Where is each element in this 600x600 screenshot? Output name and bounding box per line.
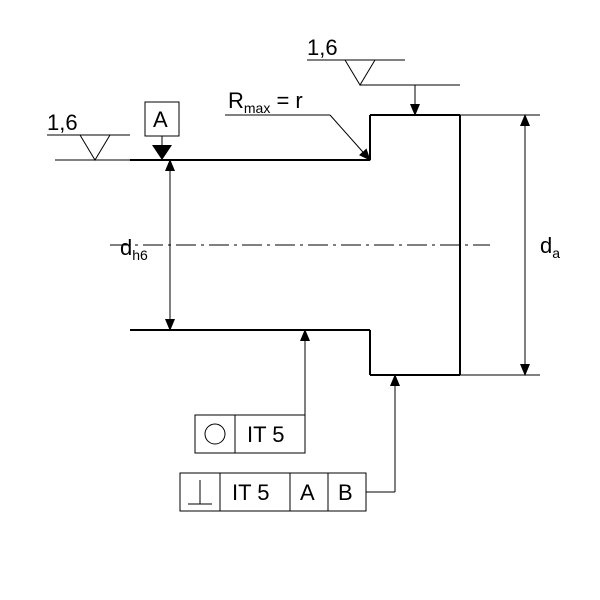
svg-text:IT 5: IT 5 bbox=[247, 422, 285, 447]
svg-text:1,6: 1,6 bbox=[307, 35, 338, 60]
svg-text:A: A bbox=[300, 480, 315, 505]
surface-finish-2: 1,6 bbox=[307, 35, 405, 85]
svg-text:1,6: 1,6 bbox=[47, 110, 78, 135]
fcf-perpendicularity: IT 5 A B bbox=[180, 375, 420, 511]
surface-finish-1: 1,6 bbox=[47, 110, 130, 160]
svg-text:da: da bbox=[540, 233, 560, 261]
fcf-circularity: IT 5 bbox=[195, 330, 305, 453]
svg-text:B: B bbox=[338, 480, 353, 505]
svg-text:dh6: dh6 bbox=[120, 235, 148, 263]
svg-text:A: A bbox=[153, 107, 168, 132]
rmax-label: Rmax = r bbox=[228, 88, 303, 116]
datum-a: A bbox=[145, 102, 179, 160]
svg-text:IT 5: IT 5 bbox=[232, 480, 270, 505]
